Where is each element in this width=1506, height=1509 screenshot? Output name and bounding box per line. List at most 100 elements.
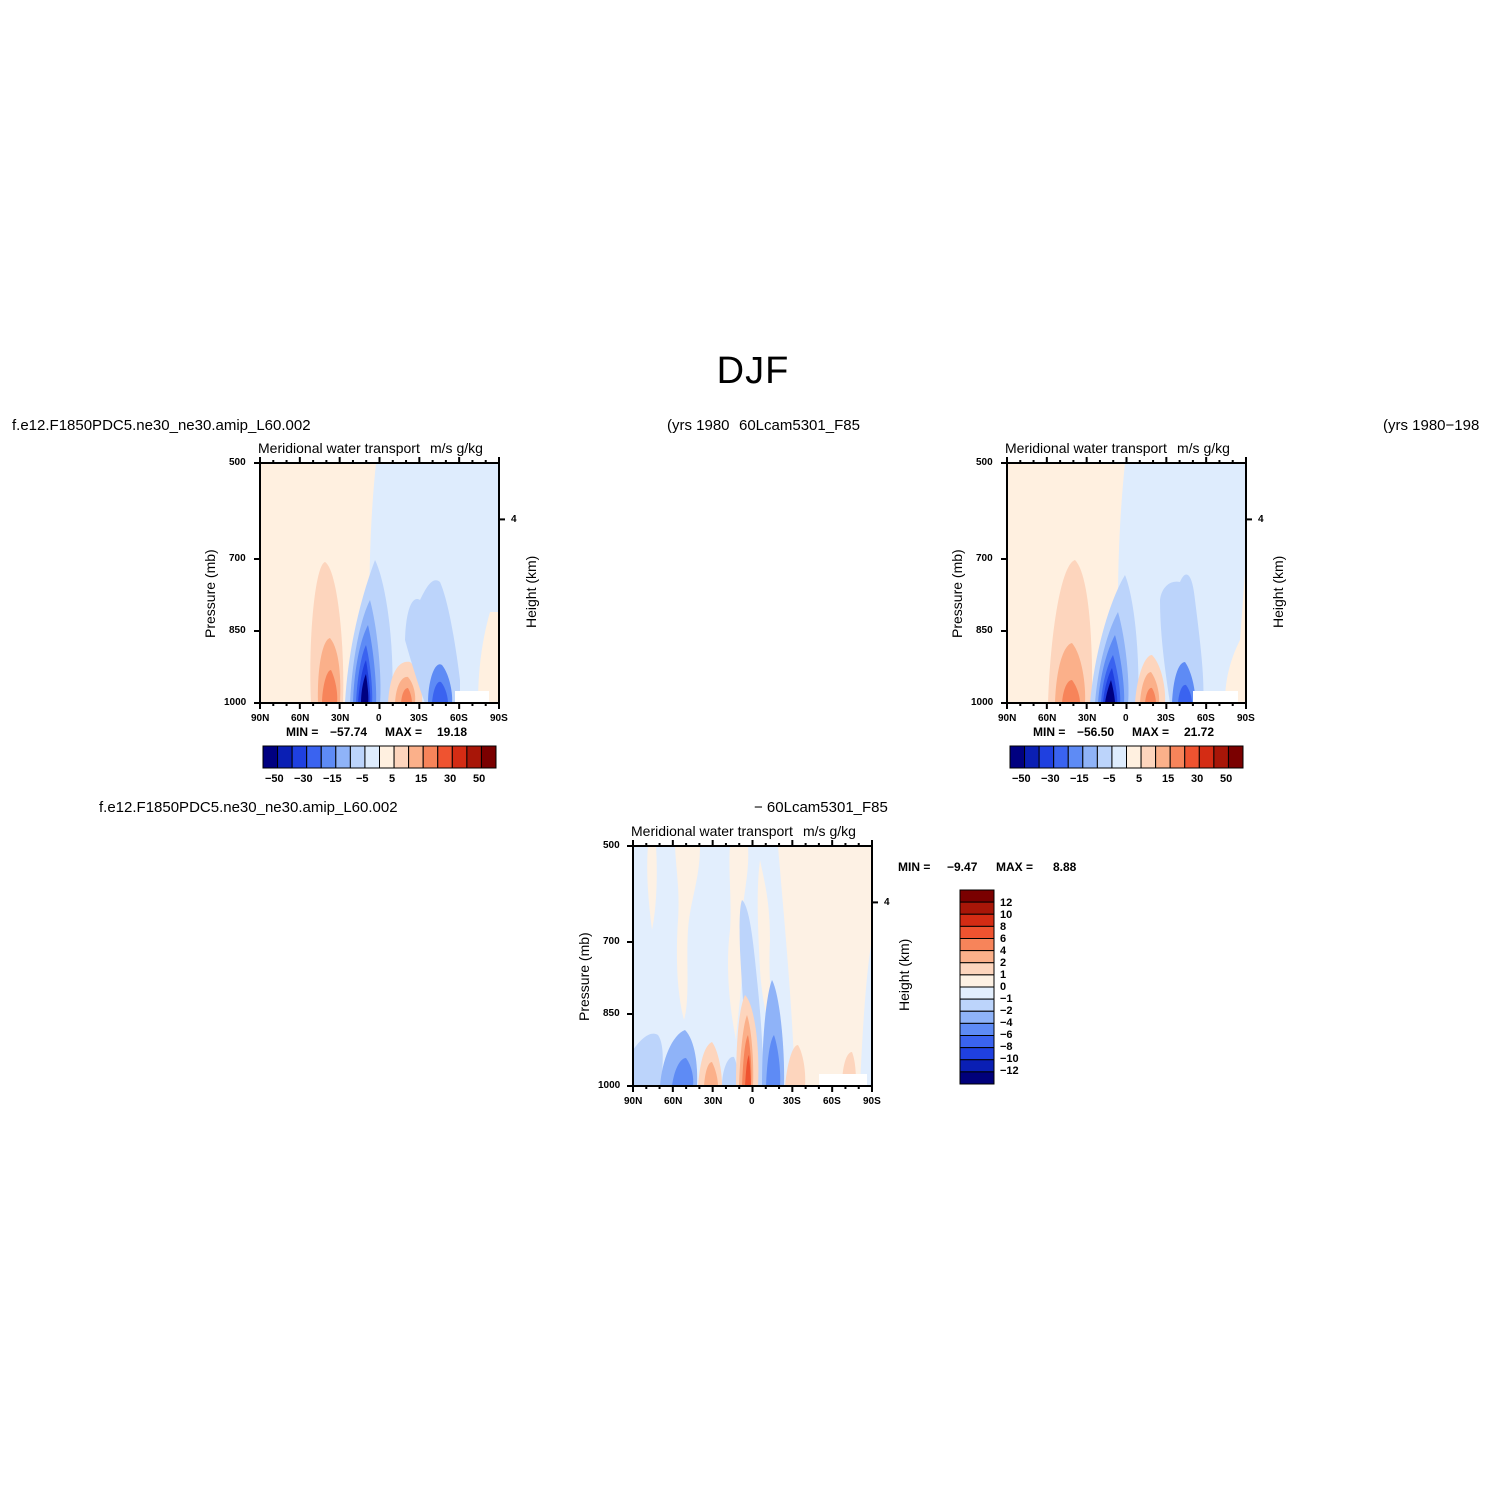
colorbar-swatch: [959, 1047, 995, 1061]
diff-right-case-label: − 60Lcam5301_F85: [754, 799, 888, 816]
panel-model-xtick: 60S: [450, 713, 468, 724]
top-left-years-label: (yrs 1980: [667, 417, 730, 434]
contour-fill: [722, 1056, 738, 1086]
panel-obs-ytick-right: 4: [1258, 514, 1264, 525]
panel-obs-colorbar-label: 30: [1191, 773, 1204, 785]
panel-model-ytick: 850: [229, 625, 246, 636]
panel-obs-colorbar-label: 5: [1136, 773, 1143, 785]
contour-fill: [672, 1058, 694, 1086]
panel-obs-colorbar-label: −5: [1103, 773, 1116, 785]
panel-model-colorbar-label: −30: [294, 773, 313, 785]
contour-fill: [728, 846, 749, 1040]
top-right-case-label: 60Lcam5301_F85: [739, 417, 860, 434]
panel-diff-ylabel: Pressure (mb): [576, 932, 592, 1021]
panel-model-xtick: 30N: [331, 713, 350, 724]
panel-diff-ytick-right: 4: [884, 897, 890, 908]
panel-diff-ytick: 500: [603, 840, 620, 851]
panel-model-contours: [260, 463, 499, 703]
colorbar-swatch: [480, 745, 497, 769]
panel-obs-colorbar-label: 50: [1220, 773, 1233, 785]
contour-fill: [785, 1045, 806, 1086]
panel-model-max-value: 19.18: [437, 725, 468, 739]
contour-fill: [704, 1062, 718, 1086]
contour-fill: [1055, 643, 1086, 703]
contour-fill: [675, 846, 700, 1020]
contour-fill: [478, 612, 499, 703]
panel-obs-xtick: 60N: [1038, 713, 1057, 724]
panel-diff-colorbar-label: 4: [1000, 945, 1007, 957]
missing-data-patch: [455, 691, 489, 703]
panel-model-xtick: 90S: [490, 713, 508, 724]
contour-fill: [1160, 574, 1204, 703]
panel-diff-colorbar-label: −6: [1000, 1029, 1013, 1041]
panel-diff-colorbar-label: −1: [1000, 993, 1013, 1005]
colorbar-swatch: [959, 889, 995, 903]
panel-diff-xtick: 60S: [823, 1096, 841, 1107]
panel-diff-min-label: MIN =: [898, 860, 931, 874]
panel-diff-ytick: 700: [603, 936, 620, 947]
panel-diff-xtick: 90N: [624, 1096, 643, 1107]
panel-diff-ylabel-right: Height (km): [896, 938, 912, 1011]
contour-fill: [1062, 680, 1080, 703]
panel-model-xtick: 90N: [251, 713, 270, 724]
panel-diff-xtick: 60N: [664, 1096, 683, 1107]
panel-obs-min-value: −56.50: [1077, 725, 1115, 739]
panel-obs-title: Meridional water transport: [1005, 440, 1167, 456]
panel-diff-colorbar-label: 10: [1000, 909, 1013, 921]
panel-diff-ytick: 1000: [598, 1080, 621, 1091]
panel-model-colorbar-label: 30: [444, 773, 457, 785]
contour-fill: [322, 670, 338, 703]
colorbar-swatch: [959, 938, 995, 952]
panel-diff-colorbar-label: −12: [1000, 1065, 1019, 1077]
colorbar-swatch: [959, 1022, 995, 1036]
panel-diff-contours: [633, 846, 872, 1086]
panel-obs-colorbar-label: 15: [1162, 773, 1175, 785]
panel-obs-xtick: 0: [1123, 713, 1129, 724]
panel-obs-xtick: 60S: [1197, 713, 1215, 724]
panel-obs-colorbar-label: −15: [1070, 773, 1089, 785]
contour-fill: [401, 688, 412, 703]
panel-diff-colorbar-label: −4: [1000, 1017, 1013, 1029]
contour-fill: [1105, 680, 1115, 703]
panel-model-xtick: 60N: [291, 713, 310, 724]
contour-fill: [745, 1055, 751, 1086]
panel-model-colorbar-label: −50: [265, 773, 284, 785]
contour-fill: [860, 940, 872, 1086]
panel-diff-colorbar-label: −10: [1000, 1053, 1019, 1065]
panel-diff-min-value: −9.47: [947, 860, 978, 874]
panel-obs-units: m/s g/kg: [1177, 440, 1230, 456]
contour-fill: [633, 1033, 663, 1086]
panel-obs-ytick: 500: [976, 457, 993, 468]
panel-obs-contours: [1007, 463, 1246, 703]
panel-obs-colorbar-label: −50: [1012, 773, 1031, 785]
colorbar-swatch: [959, 998, 995, 1012]
colorbar-swatch: [959, 901, 995, 915]
panel-diff-xtick: 0: [749, 1096, 755, 1107]
panel-model-min-label: MIN =: [286, 725, 319, 739]
panel-model-title: Meridional water transport: [258, 440, 420, 456]
panel-diff-colorbar-label: 1: [1000, 969, 1007, 981]
panel-obs-ytick: 850: [976, 625, 993, 636]
panel-model-ytick: 500: [229, 457, 246, 468]
panel-obs-xtick: 90S: [1237, 713, 1255, 724]
panel-obs-min-label: MIN =: [1033, 725, 1066, 739]
panel-diff-colorbar-label: −2: [1000, 1005, 1013, 1017]
missing-data-patch: [1193, 691, 1238, 703]
contour-fill: [757, 860, 775, 1030]
colorbar-swatch: [959, 974, 995, 988]
panel-model-ytick: 1000: [224, 697, 247, 708]
top-right-years-label: (yrs 1980−198: [1383, 417, 1480, 434]
panel-diff-max-value: 8.88: [1053, 860, 1077, 874]
panel-model-max-label: MAX =: [385, 725, 423, 739]
panel-model-colorbar-label: −5: [356, 773, 369, 785]
panel-model-min-value: −57.74: [330, 725, 368, 739]
panel-obs-colorbar-label: −30: [1041, 773, 1060, 785]
colorbar-swatch: [959, 913, 995, 927]
colorbar-swatch: [959, 1059, 995, 1073]
colorbar-swatch: [959, 962, 995, 976]
colorbar-swatch: [959, 986, 995, 1000]
panel-diff-title: Meridional water transport: [631, 823, 793, 839]
panel-diff-colorbar-label: 6: [1000, 933, 1007, 945]
contour-fill: [1225, 560, 1246, 703]
